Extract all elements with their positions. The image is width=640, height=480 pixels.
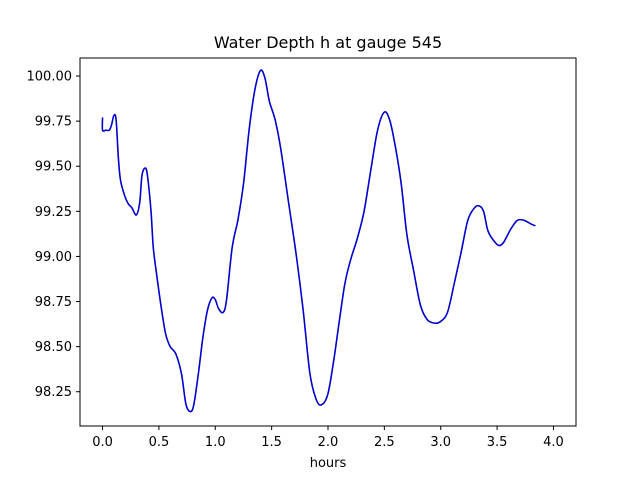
x-tick-label: 3.5 [487, 435, 508, 450]
y-axis-ticks: 98.25 98.50 98.75 99.00 99.25 99.50 99.75 100.0… [27, 70, 80, 400]
x-tick-label: 1.0 [205, 435, 226, 450]
y-tick-label: 99.50 [35, 160, 72, 175]
x-tick-label: 4.0 [543, 435, 564, 450]
y-tick-label: 98.25 [35, 385, 72, 400]
y-tick-label: 99.25 [35, 205, 72, 220]
plot-frame [79, 57, 577, 427]
y-tick-label: 98.50 [35, 340, 72, 355]
x-tick-label: 1.5 [261, 435, 282, 450]
series-line [101, 69, 536, 413]
y-tick-label: 99.75 [35, 115, 72, 130]
x-tick-label: 2.0 [318, 435, 339, 450]
chart-title: Water Depth h at gauge 545 [214, 33, 442, 52]
x-tick-label: 0.5 [149, 435, 170, 450]
y-tick-label: 100.00 [27, 70, 73, 85]
x-axis-ticks: 0.0 0.5 1.0 1.5 2.0 2.5 3.0 3.5 4.0 [92, 426, 564, 450]
y-tick-label: 98.75 [35, 295, 72, 310]
x-axis-label: hours [310, 456, 347, 471]
x-tick-label: 2.5 [374, 435, 395, 450]
x-tick-label: 0.0 [92, 435, 113, 450]
x-tick-label: 3.0 [430, 435, 451, 450]
y-tick-label: 99.00 [35, 250, 72, 265]
